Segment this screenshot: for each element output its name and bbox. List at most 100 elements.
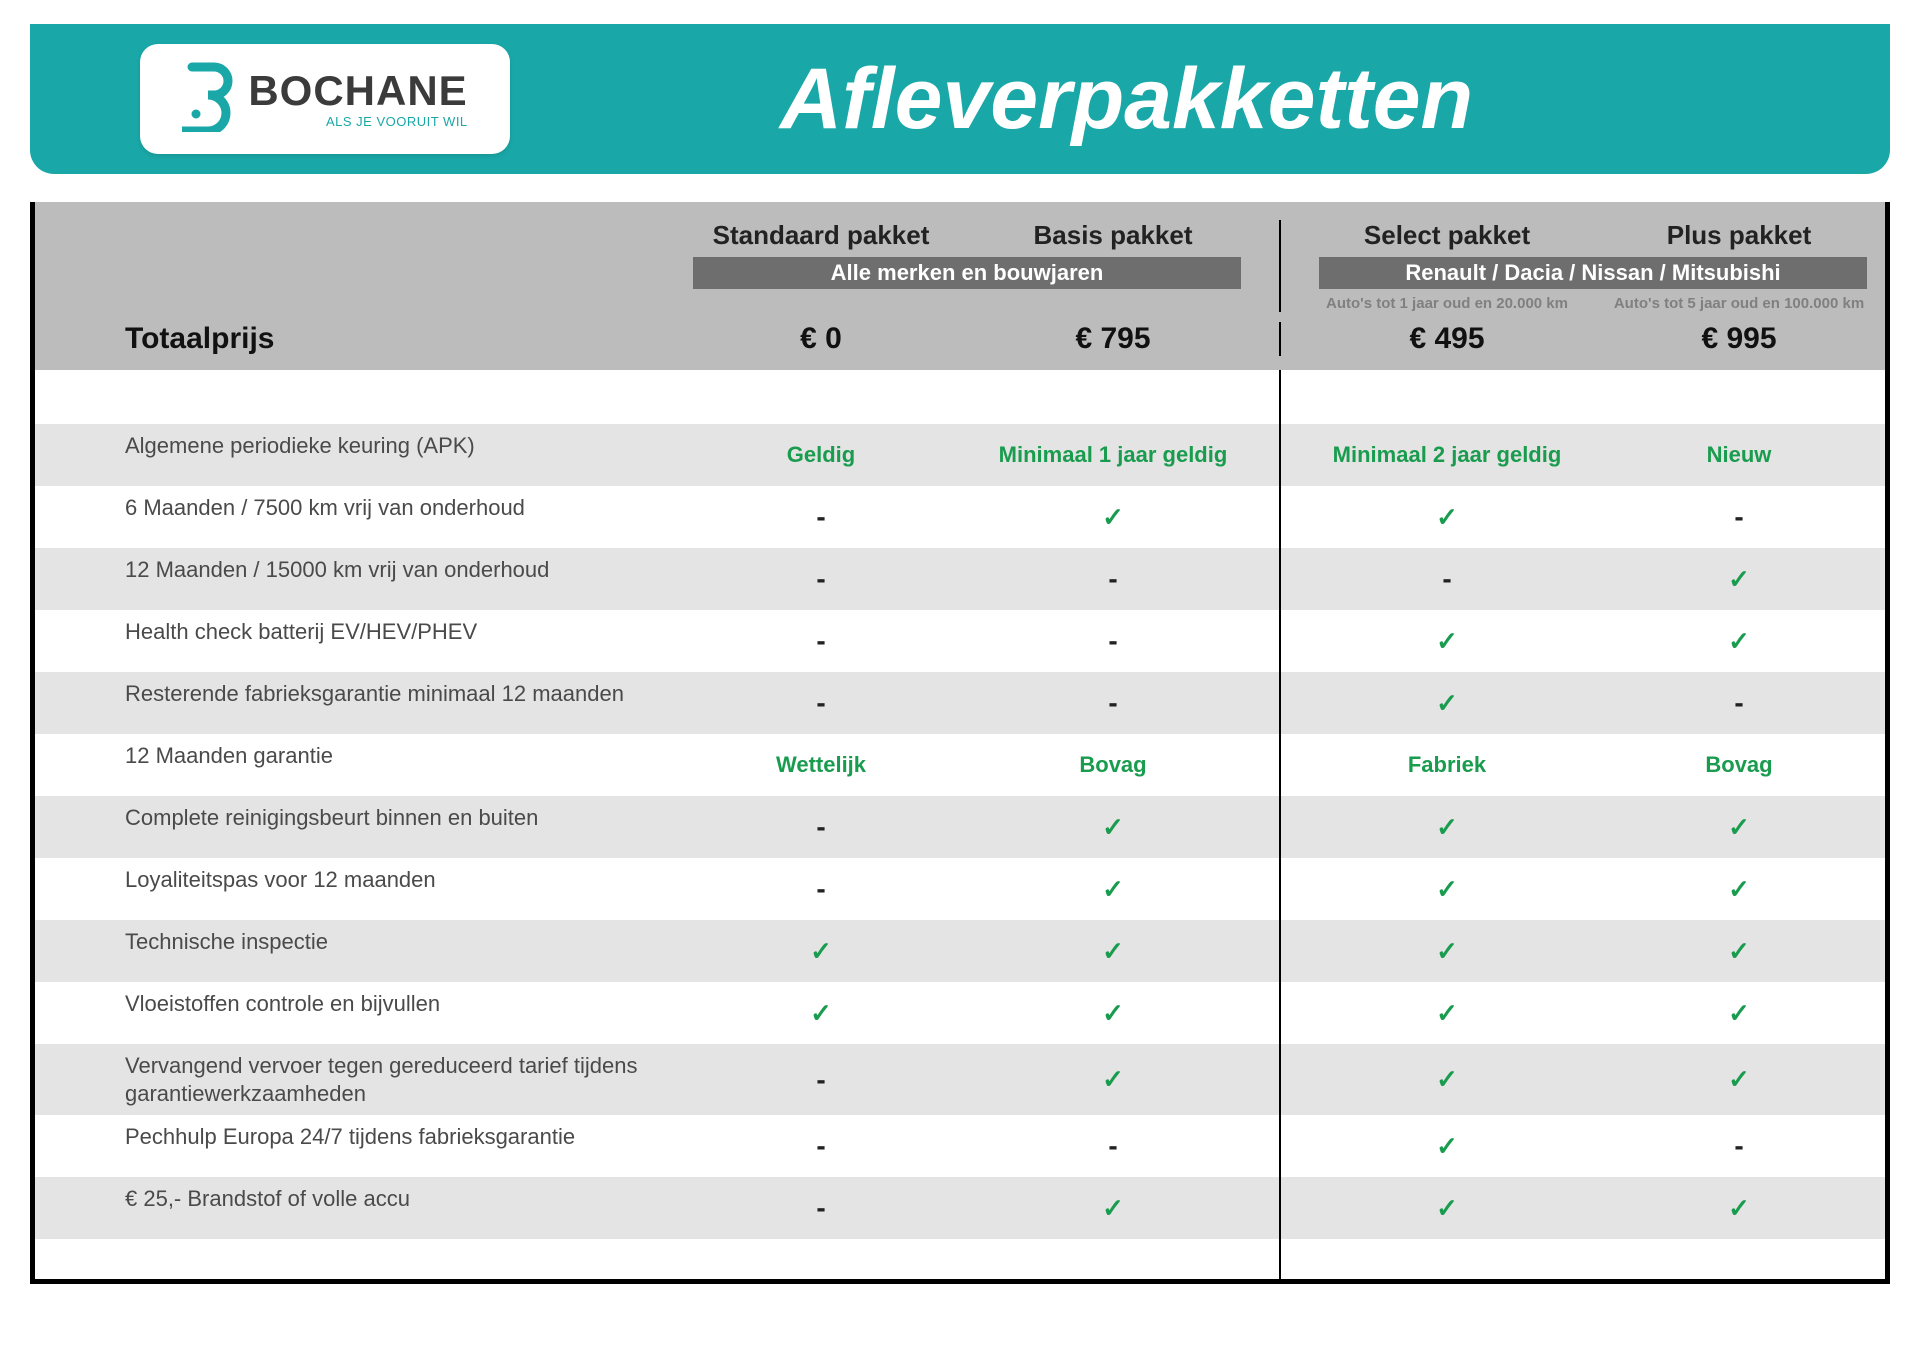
feature-cell: ✓	[1301, 920, 1593, 982]
feature-cell: ✓	[1301, 1115, 1593, 1177]
feature-cell: ✓	[1593, 1044, 1885, 1115]
price-0: € 0	[675, 322, 967, 356]
table-row: Algemene periodieke keuring (APK)Geldig M…	[35, 424, 1885, 486]
dash-icon: -	[1108, 563, 1117, 595]
feature-label: Health check batterij EV/HEV/PHEV	[35, 610, 675, 672]
totalprice-label: Totaalprijs	[35, 322, 675, 356]
feature-label: € 25,- Brandstof of volle accu	[35, 1177, 675, 1239]
check-icon: ✓	[1436, 1193, 1458, 1224]
feature-cell: ✓	[967, 858, 1259, 920]
check-icon: ✓	[1728, 1064, 1750, 1095]
table-row: Vervangend vervoer tegen gereduceerd tar…	[35, 1044, 1885, 1115]
feature-label: Loyaliteitspas voor 12 maanden	[35, 858, 675, 920]
feature-cell: -	[675, 548, 967, 610]
price-1: € 795	[967, 322, 1259, 356]
feature-text: Minimaal 1 jaar geldig	[999, 442, 1228, 468]
dash-icon: -	[816, 873, 825, 905]
col-name-1: Basis pakket	[967, 220, 1259, 251]
check-icon: ✓	[1436, 688, 1458, 719]
dash-icon: -	[1734, 1130, 1743, 1162]
feature-cell: Minimaal 1 jaar geldig	[967, 424, 1259, 486]
feature-label: Complete reinigingsbeurt binnen en buite…	[35, 796, 675, 858]
feature-label: Pechhulp Europa 24/7 tijdens fabrieksgar…	[35, 1115, 675, 1177]
feature-cell: -	[967, 610, 1259, 672]
dash-icon: -	[816, 625, 825, 657]
feature-cell: -	[675, 672, 967, 734]
feature-cell: ✓	[1301, 1044, 1593, 1115]
feature-cell: Wettelijk	[675, 734, 967, 796]
feature-cell: ✓	[1593, 610, 1885, 672]
feature-cell: ✓	[1301, 610, 1593, 672]
check-icon: ✓	[1102, 1064, 1124, 1095]
feature-cell: ✓	[1593, 548, 1885, 610]
feature-cell: -	[967, 1115, 1259, 1177]
feature-label: 12 Maanden / 15000 km vrij van onderhoud	[35, 548, 675, 610]
page-title: Afleverpakketten	[780, 50, 1473, 149]
feature-cell: ✓	[967, 1044, 1259, 1115]
feature-cell: ✓	[1301, 982, 1593, 1044]
feature-cell: -	[1593, 1115, 1885, 1177]
logo-text: BOCHANE	[248, 70, 467, 112]
feature-cell: ✓	[967, 982, 1259, 1044]
feature-cell: -	[1301, 548, 1593, 610]
table-row: Resterende fabrieksgarantie minimaal 12 …	[35, 672, 1885, 734]
check-icon: ✓	[1102, 1193, 1124, 1224]
header-banner: BOCHANE ALS JE VOORUIT WIL Afleverpakket…	[30, 24, 1890, 174]
col-note-2: Auto's tot 1 jaar oud en 20.000 km	[1301, 295, 1593, 312]
feature-cell: -	[675, 1044, 967, 1115]
dash-icon: -	[816, 687, 825, 719]
feature-cell: -	[675, 486, 967, 548]
table-row: 6 Maanden / 7500 km vrij van onderhoud-✓…	[35, 486, 1885, 548]
check-icon: ✓	[1728, 812, 1750, 843]
feature-cell: Minimaal 2 jaar geldig	[1301, 424, 1593, 486]
feature-cell: -	[675, 858, 967, 920]
feature-label: 12 Maanden garantie	[35, 734, 675, 796]
feature-cell: Bovag	[1593, 734, 1885, 796]
feature-cell: -	[675, 1177, 967, 1239]
feature-cell: ✓	[1301, 858, 1593, 920]
feature-cell: -	[675, 796, 967, 858]
dash-icon: -	[1734, 501, 1743, 533]
dash-icon: -	[1108, 687, 1117, 719]
feature-text: Bovag	[1705, 752, 1772, 778]
feature-cell: ✓	[967, 486, 1259, 548]
check-icon: ✓	[810, 998, 832, 1029]
check-icon: ✓	[1102, 936, 1124, 967]
dash-icon: -	[816, 1192, 825, 1224]
feature-label: Technische inspectie	[35, 920, 675, 982]
feature-cell: -	[1593, 672, 1885, 734]
col-name-3: Plus pakket	[1593, 220, 1885, 251]
feature-label: Resterende fabrieksgarantie minimaal 12 …	[35, 672, 675, 734]
feature-cell: Geldig	[675, 424, 967, 486]
table-row: 12 Maanden / 15000 km vrij van onderhoud…	[35, 548, 1885, 610]
table-row: Complete reinigingsbeurt binnen en buite…	[35, 796, 1885, 858]
table-row: Loyaliteitspas voor 12 maanden - ✓ ✓ ✓	[35, 858, 1885, 920]
group-label-1: Renault / Dacia / Nissan / Mitsubishi	[1319, 257, 1867, 289]
feature-cell: ✓	[967, 920, 1259, 982]
dash-icon: -	[1734, 687, 1743, 719]
check-icon: ✓	[1436, 626, 1458, 657]
check-icon: ✓	[1728, 564, 1750, 595]
feature-cell: ✓	[1593, 858, 1885, 920]
check-icon: ✓	[1436, 1131, 1458, 1162]
feature-cell: ✓	[1301, 796, 1593, 858]
table-row: Pechhulp Europa 24/7 tijdens fabrieksgar…	[35, 1115, 1885, 1177]
feature-cell: ✓	[1593, 796, 1885, 858]
table-row: € 25,- Brandstof of volle accu-✓✓✓	[35, 1177, 1885, 1239]
feature-text: Nieuw	[1707, 442, 1772, 468]
table-row: Health check batterij EV/HEV/PHEV - - ✓ ✓	[35, 610, 1885, 672]
dash-icon: -	[1108, 625, 1117, 657]
feature-label: Algemene periodieke keuring (APK)	[35, 424, 675, 486]
feature-cell: ✓	[675, 982, 967, 1044]
feature-label: Vloeistoffen controle en bijvullen	[35, 982, 675, 1044]
feature-cell: -	[967, 548, 1259, 610]
check-icon: ✓	[1728, 874, 1750, 905]
check-icon: ✓	[1102, 812, 1124, 843]
logo: BOCHANE ALS JE VOORUIT WIL	[140, 44, 510, 154]
feature-label: 6 Maanden / 7500 km vrij van onderhoud	[35, 486, 675, 548]
feature-text: Bovag	[1079, 752, 1146, 778]
check-icon: ✓	[1436, 502, 1458, 533]
feature-label: Vervangend vervoer tegen gereduceerd tar…	[35, 1044, 675, 1115]
col-name-0: Standaard pakket	[675, 220, 967, 251]
price-3: € 995	[1593, 322, 1885, 356]
